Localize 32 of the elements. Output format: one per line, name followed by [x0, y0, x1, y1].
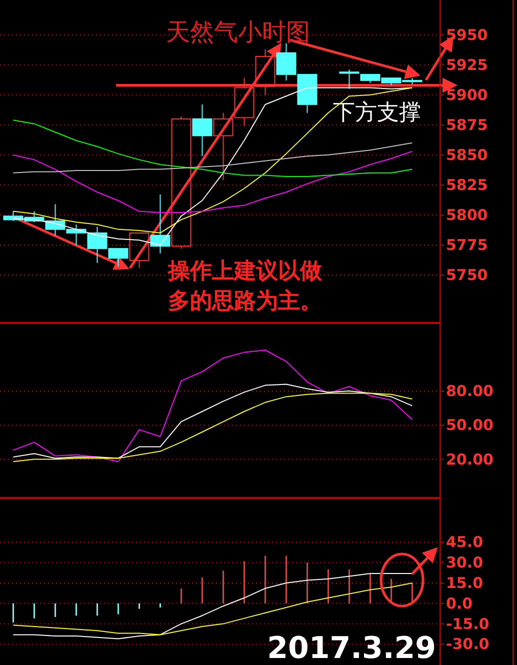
- y-tick-label: 5925: [446, 56, 488, 74]
- y-tick-label: 20.00: [446, 450, 494, 468]
- y-tick-label: 5750: [446, 266, 488, 284]
- y-tick-label: 50.00: [446, 416, 494, 434]
- y-tick-label: -15.0: [446, 614, 490, 633]
- y-tick-label: 15.0: [446, 574, 484, 592]
- candlestick: [213, 112, 234, 181]
- candlestick: [87, 226, 108, 264]
- legend-label: 下方支撑: [333, 100, 421, 126]
- y-tick-label: 5825: [446, 176, 488, 194]
- y-tick-label: 45.0: [446, 533, 484, 552]
- text: 天然气小时图: [166, 18, 310, 46]
- y-tick-label: 5850: [446, 146, 488, 164]
- line-series: [12, 350, 413, 462]
- line-series: [12, 582, 413, 636]
- candlestick: [276, 42, 296, 81]
- line-series: [12, 392, 413, 462]
- line-series: [12, 142, 413, 174]
- y-tick-label: 5900: [446, 86, 488, 104]
- y-tick-label: 5950: [446, 26, 488, 44]
- y-tick-label: 5775: [446, 236, 488, 254]
- y-tick-label: 80.00: [446, 382, 494, 400]
- y-tick-label: 30.0: [446, 554, 484, 572]
- line-series: [12, 384, 413, 459]
- annotation: 操作上建议以做多的思路为主。: [167, 258, 323, 314]
- y-tick-label: 0.0: [446, 594, 473, 612]
- y-tick-label: 5800: [446, 206, 488, 224]
- line-series: [12, 150, 413, 213]
- y-tick-label: -30.0: [446, 635, 490, 654]
- annotation: 2017.3.29: [267, 631, 436, 665]
- y-tick-label: 5875: [446, 116, 488, 134]
- candlestick: [192, 104, 212, 157]
